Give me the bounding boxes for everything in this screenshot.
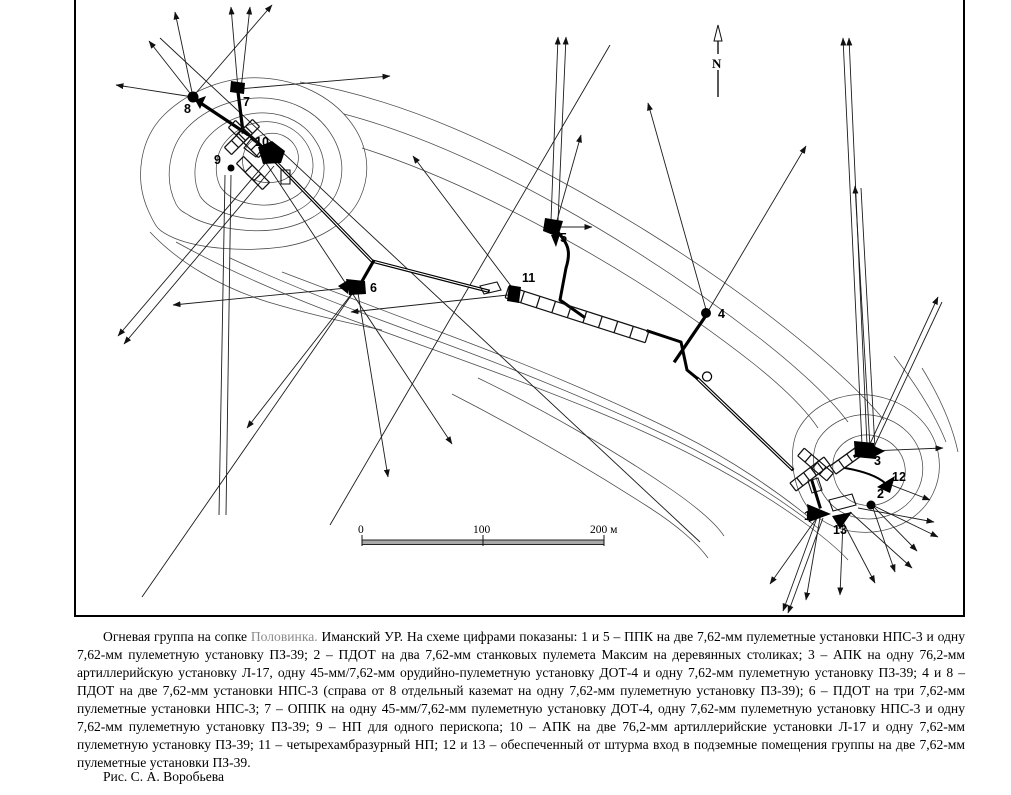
position-label: 13 xyxy=(833,523,847,537)
position-label: 8 xyxy=(184,102,191,116)
position-marker xyxy=(832,512,852,529)
position-marker xyxy=(227,164,235,172)
position-marker xyxy=(230,81,245,94)
position-label: 9 xyxy=(214,153,221,167)
position-label: 1 xyxy=(804,509,811,523)
casemate-outline xyxy=(807,477,823,494)
scale-label-200: 200 м xyxy=(590,524,618,536)
position-label: 11 xyxy=(522,271,535,285)
position-marker xyxy=(195,96,206,109)
figure-credit: Рис. С. А. Воробьева xyxy=(103,769,225,784)
map-figure-frame: 1 2 3 4 5 6 7 8 9 10 11 12 13 N 0 100 200 м xyxy=(74,0,965,617)
position-marker xyxy=(874,446,885,457)
figure-caption: Огневая группа на сопке Половинка. Иманс… xyxy=(77,628,965,772)
position-label: 2 xyxy=(877,487,884,501)
caption-paragraph: Огневая группа на сопке Половинка. Иманс… xyxy=(77,628,965,772)
position-marker xyxy=(338,280,348,294)
scale-bar: 0 100 200 м xyxy=(358,524,618,546)
position-marker xyxy=(807,504,831,522)
north-arrow-head xyxy=(713,24,723,42)
position-marker xyxy=(854,441,876,459)
casemate-outline xyxy=(479,281,502,295)
casemate-outlines xyxy=(243,138,857,512)
scale-label-100: 100 xyxy=(473,524,491,536)
position-marker xyxy=(507,285,521,303)
caption-text-start: Огневая группа на сопке xyxy=(103,629,251,644)
scale-label-0: 0 xyxy=(358,524,364,536)
trench-ladders xyxy=(224,119,862,492)
position-marker xyxy=(543,218,563,237)
firing-sector-rays xyxy=(115,4,944,614)
casemate-outline xyxy=(828,493,857,512)
caption-text-rest: Иманский УР. На схеме цифрами показаны: … xyxy=(77,629,965,770)
caption-place-name: Половинка. xyxy=(250,629,318,644)
position-marker xyxy=(258,141,285,164)
north-label: N xyxy=(712,56,722,71)
casemate-outline xyxy=(243,138,264,158)
position-label: 7 xyxy=(243,95,250,109)
position-label: 12 xyxy=(892,470,906,484)
north-arrow: N xyxy=(710,24,725,97)
north-label-backing xyxy=(710,54,725,70)
position-label: 5 xyxy=(560,231,567,245)
position-label: 3 xyxy=(874,454,881,468)
position-label: 4 xyxy=(718,307,725,321)
position-marker xyxy=(551,234,560,247)
position-marker xyxy=(701,308,711,318)
casemate-outline xyxy=(280,169,291,185)
gallery-lines xyxy=(193,90,887,509)
position-marker xyxy=(346,279,366,295)
position-label: 6 xyxy=(370,281,377,295)
position-label: 10 xyxy=(255,135,269,149)
position-marker xyxy=(877,476,895,493)
position-marker xyxy=(866,500,876,510)
